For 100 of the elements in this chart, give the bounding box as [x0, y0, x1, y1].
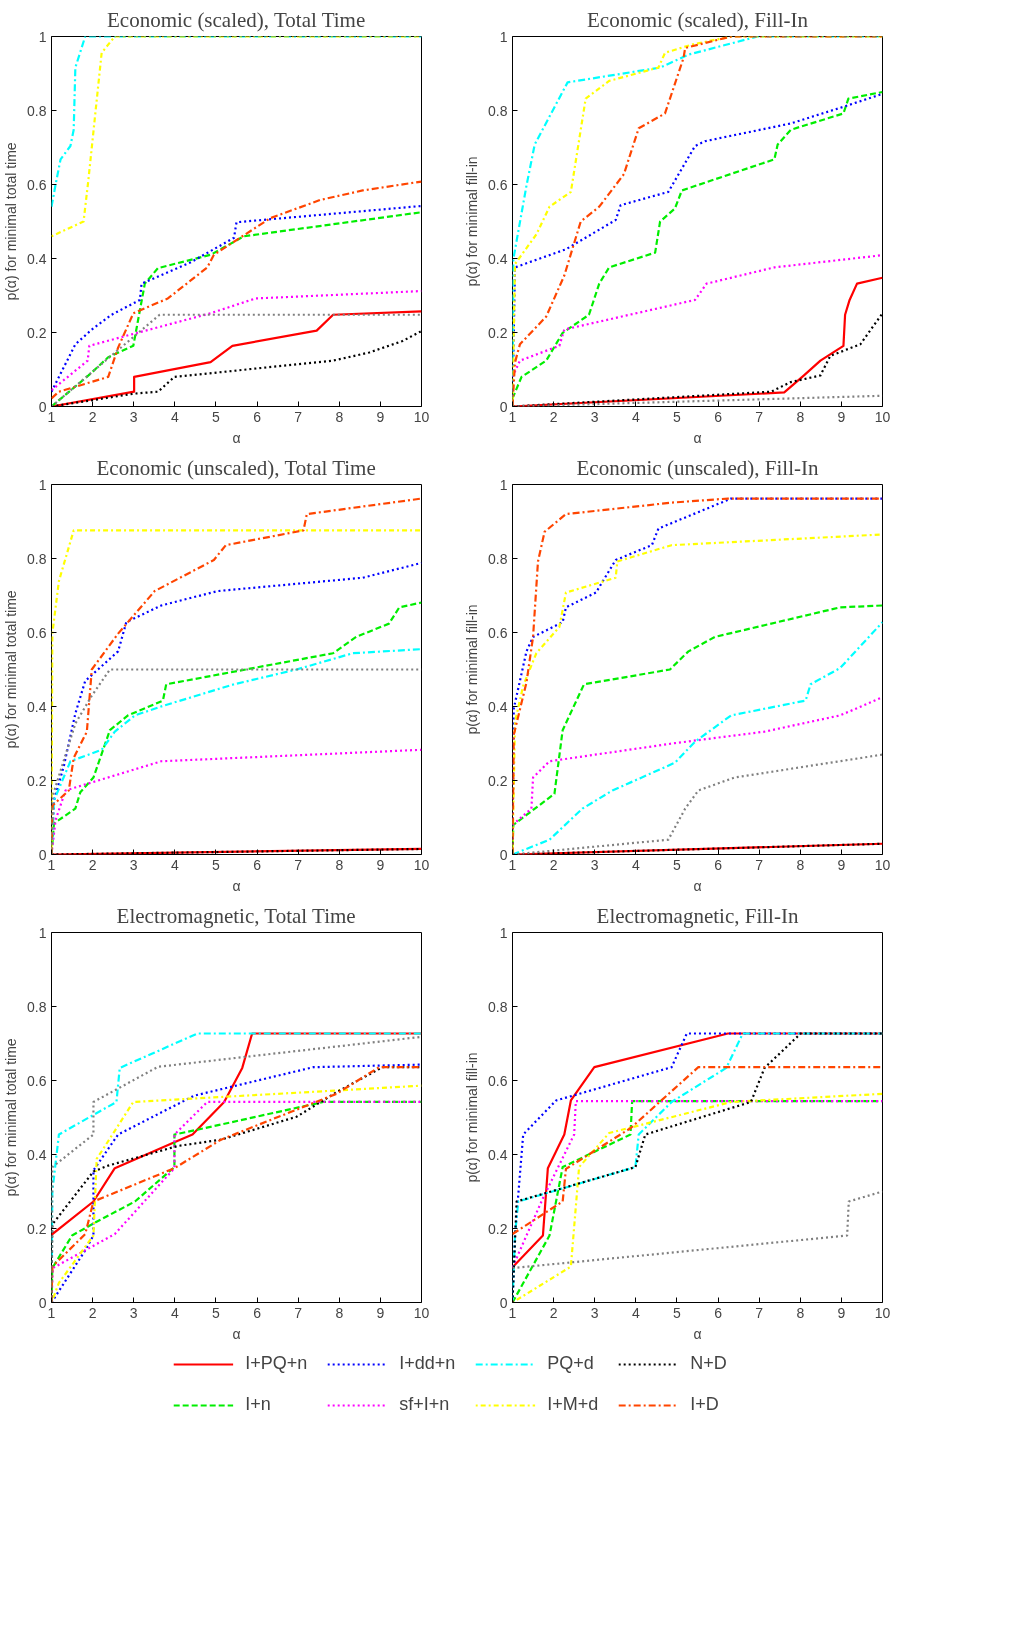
x-tick-label: 5 — [673, 1304, 682, 1321]
x-tick-label: 4 — [631, 408, 640, 425]
y-axis-title: p(α) for minimal fill-in — [464, 156, 481, 287]
y-tick-label: 0.6 — [488, 176, 508, 193]
y-tick-label: 0 — [499, 1294, 508, 1311]
legend-label: PQ+d — [547, 1353, 594, 1374]
x-tick-label: 6 — [253, 856, 262, 873]
legend-label: I+M+d — [547, 1394, 599, 1415]
y-tick-label: 0.6 — [488, 624, 508, 641]
x-tick-label: 8 — [796, 408, 805, 425]
y-tick-label: 1 — [38, 28, 47, 45]
x-tick-label: 8 — [335, 1304, 344, 1321]
y-axis-title: p(α) for minimal fill-in — [464, 604, 481, 735]
y-axis-title: p(α) for minimal total time — [3, 1038, 20, 1197]
x-axis-title: α — [693, 877, 702, 894]
y-tick-label: 0.8 — [27, 998, 47, 1015]
x-tick-label: 4 — [170, 856, 179, 873]
y-tick-label: 0 — [38, 846, 47, 863]
x-tick-label: 4 — [170, 1304, 179, 1321]
y-tick-label: 0.2 — [488, 324, 508, 341]
y-tick-label: 1 — [499, 28, 508, 45]
y-tick-label: 0 — [38, 1294, 47, 1311]
x-tick-label: 8 — [796, 856, 805, 873]
x-tick-label: 8 — [335, 856, 344, 873]
y-tick-label: 0.6 — [488, 1072, 508, 1089]
x-tick-label: 7 — [294, 408, 303, 425]
y-axis-title: p(α) for minimal total time — [3, 142, 20, 301]
x-axis-title: α — [693, 429, 702, 446]
x-tick-label: 7 — [294, 856, 303, 873]
y-tick-label: 0.2 — [488, 1220, 508, 1237]
y-tick-label: 0.2 — [27, 772, 47, 789]
chart-title: Economic (scaled), Fill-In — [586, 7, 809, 32]
x-tick-label: 10 — [413, 408, 430, 425]
x-tick-label: 10 — [413, 856, 430, 873]
x-tick-label: 7 — [755, 1304, 764, 1321]
chart-title: Electromagnetic, Fill-In — [596, 903, 799, 928]
chart-title: Economic (unscaled), Total Time — [96, 455, 376, 480]
x-tick-label: 5 — [212, 856, 221, 873]
x-tick-label: 4 — [631, 856, 640, 873]
legend-label: N+D — [690, 1353, 727, 1374]
y-tick-label: 0.2 — [27, 1220, 47, 1237]
x-tick-label: 3 — [129, 856, 138, 873]
x-tick-label: 2 — [549, 1304, 558, 1321]
x-tick-label: 8 — [796, 1304, 805, 1321]
x-tick-label: 5 — [673, 856, 682, 873]
x-tick-label: 3 — [129, 1304, 138, 1321]
legend-label: I+PQ+n — [245, 1353, 308, 1374]
y-tick-label: 0.4 — [488, 1146, 508, 1163]
y-tick-label: 1 — [38, 476, 47, 493]
legend-label: I+dd+n — [399, 1353, 456, 1374]
x-tick-label: 4 — [170, 408, 179, 425]
y-tick-label: 0.6 — [27, 1072, 47, 1089]
x-tick-label: 5 — [212, 1304, 221, 1321]
x-tick-label: 9 — [837, 1304, 846, 1321]
y-tick-label: 1 — [38, 924, 47, 941]
y-tick-label: 0 — [499, 398, 508, 415]
x-tick-label: 9 — [837, 408, 846, 425]
x-axis-title: α — [232, 877, 241, 894]
x-tick-label: 3 — [129, 408, 138, 425]
x-tick-label: 10 — [413, 1304, 430, 1321]
y-tick-label: 0.4 — [27, 250, 47, 267]
x-tick-label: 5 — [673, 408, 682, 425]
y-tick-label: 0.8 — [27, 102, 47, 119]
x-tick-label: 6 — [714, 1304, 723, 1321]
x-tick-label: 6 — [253, 1304, 262, 1321]
x-tick-label: 2 — [549, 856, 558, 873]
y-tick-label: 0 — [38, 398, 47, 415]
x-tick-label: 2 — [88, 408, 97, 425]
y-tick-label: 0.8 — [488, 550, 508, 567]
chart-title: Economic (unscaled), Fill-In — [576, 455, 820, 480]
legend-label: sf+I+n — [399, 1394, 450, 1415]
x-tick-label: 6 — [714, 856, 723, 873]
x-tick-label: 3 — [590, 408, 599, 425]
legend-label: I+D — [690, 1394, 719, 1415]
chart-title: Economic (scaled), Total Time — [106, 7, 366, 32]
x-axis-title: α — [693, 1325, 702, 1342]
x-tick-label: 6 — [253, 408, 262, 425]
x-tick-label: 3 — [590, 1304, 599, 1321]
y-axis-title: p(α) for minimal total time — [3, 590, 20, 749]
x-tick-label: 4 — [631, 1304, 640, 1321]
y-tick-label: 0.8 — [488, 102, 508, 119]
x-tick-label: 7 — [755, 408, 764, 425]
x-tick-label: 9 — [837, 856, 846, 873]
x-tick-label: 2 — [88, 1304, 97, 1321]
x-tick-label: 2 — [88, 856, 97, 873]
y-tick-label: 0.2 — [488, 772, 508, 789]
y-tick-label: 0.4 — [27, 698, 47, 715]
x-tick-label: 10 — [874, 1304, 891, 1321]
x-tick-label: 8 — [335, 408, 344, 425]
y-tick-label: 0.2 — [27, 324, 47, 341]
x-tick-label: 5 — [212, 408, 221, 425]
x-tick-label: 9 — [376, 856, 385, 873]
y-axis-title: p(α) for minimal fill-in — [464, 1052, 481, 1183]
x-tick-label: 2 — [549, 408, 558, 425]
y-tick-label: 0.8 — [27, 550, 47, 567]
chart-title: Electromagnetic, Total Time — [116, 903, 356, 928]
y-tick-label: 0.4 — [488, 698, 508, 715]
x-tick-label: 7 — [294, 1304, 303, 1321]
y-tick-label: 1 — [499, 476, 508, 493]
x-tick-label: 3 — [590, 856, 599, 873]
